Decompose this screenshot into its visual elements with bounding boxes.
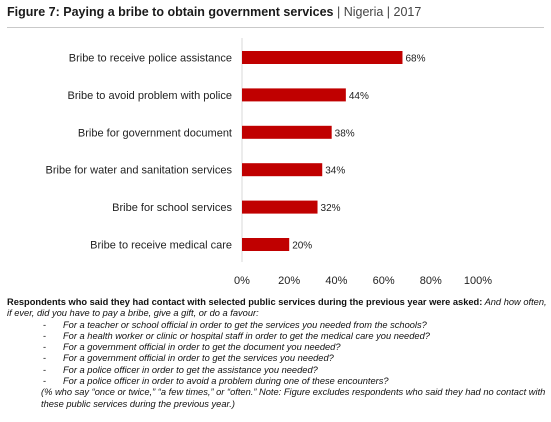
note-dash: - [43, 319, 47, 330]
category-label: Bribe for school services [112, 202, 232, 214]
category-label: Bribe to avoid problem with police [68, 90, 232, 102]
note-item-text: For a government official in order to ge… [63, 353, 334, 364]
title-separator-2: | [386, 5, 391, 19]
bar [242, 125, 332, 139]
bar [242, 200, 318, 214]
note-item-text: For a police officer in order to avoid a… [63, 376, 389, 387]
note-item: - For a teacher or school official in ord… [7, 320, 547, 331]
bar-chart: Bribe to receive police assistance 68% Bri… [46, 38, 492, 287]
note-item: - For a police officer in order to avoid … [7, 376, 547, 387]
note-question: And how often, if ever, did you have to … [7, 297, 547, 319]
bar [242, 238, 290, 251]
note-item: - For a health worker or clinic or hospit… [7, 331, 547, 342]
note-item: - For a police officer in order to get th… [7, 365, 547, 376]
value-label: 20% [292, 241, 312, 252]
bar [242, 88, 346, 102]
x-tick-label: 80% [420, 275, 442, 287]
note-lead: Respondents who said they had contact wi… [7, 297, 483, 307]
note-item-text: For a teacher or school official in orde… [63, 319, 427, 330]
note-item-text: For a government official in order to ge… [63, 342, 341, 353]
value-label: 44% [349, 91, 369, 102]
value-label: 68% [405, 54, 425, 65]
note-item-text: For a police officer in order to get the… [63, 364, 318, 375]
note-dash: - [43, 342, 47, 353]
value-label: 32% [321, 203, 341, 214]
x-tick-label: 40% [325, 275, 347, 287]
title-year: 2017 [393, 5, 422, 19]
note-dash: - [43, 330, 47, 341]
title-country: Nigeria [343, 5, 384, 19]
bar [242, 163, 323, 177]
x-tick-label: 0% [234, 275, 250, 287]
category-label: Bribe for government document [78, 127, 232, 139]
value-label: 34% [325, 166, 345, 177]
note-dash: - [43, 353, 47, 364]
title-separator-1: | [336, 5, 341, 19]
category-label: Bribe to receive medical care [90, 240, 232, 252]
note-dash: - [43, 376, 47, 387]
note-dash: - [43, 364, 47, 375]
note-items: - For a teacher or school official in ord… [7, 320, 547, 388]
x-tick-label: 20% [278, 275, 300, 287]
survey-note: Respondents who said they had contact wi… [7, 297, 547, 410]
x-tick-label: 100% [464, 275, 492, 287]
x-tick-label: 60% [373, 275, 395, 287]
bar [242, 51, 403, 64]
category-label: Bribe for water and sanitation services [46, 165, 233, 177]
note-item: - For a government official in order to g… [7, 353, 547, 364]
title-divider [7, 27, 544, 28]
figure-title: Figure 7: Paying a bribe to obtain gover… [7, 5, 421, 19]
note-item-text: For a health worker or clinic or hospita… [63, 330, 430, 341]
note-footnote: (% who say “once or twice,” “a few times… [41, 387, 546, 409]
note-item: - For a government official in order to g… [7, 342, 547, 353]
value-label: 38% [335, 128, 355, 139]
category-label: Bribe to receive police assistance [69, 53, 232, 65]
figure-title-main: Figure 7: Paying a bribe to obtain gover… [7, 5, 334, 19]
